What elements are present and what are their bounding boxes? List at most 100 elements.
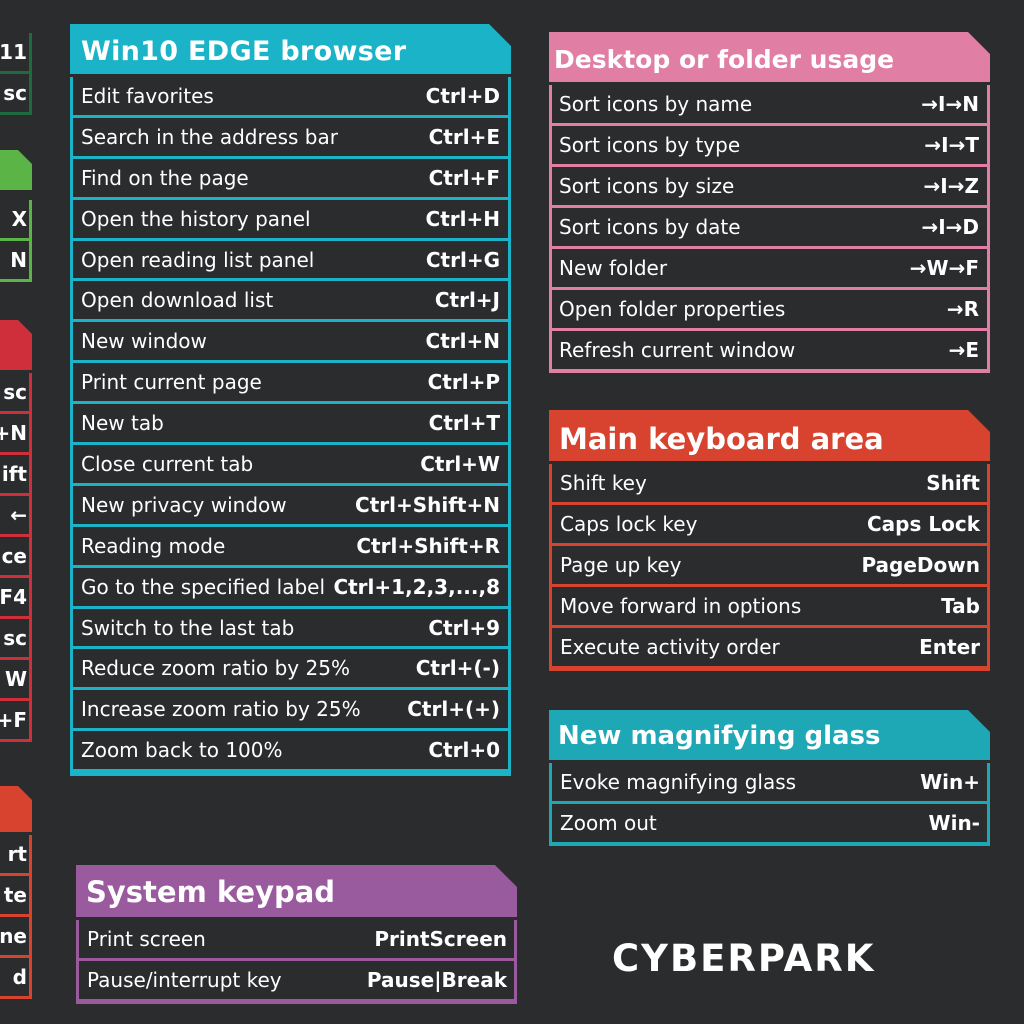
shortcut-row: Move forward in options Tab [552,587,987,625]
shortcut-description: Sort icons by size [559,174,735,198]
shortcut-description: Open the history panel [81,206,311,231]
shortcut-keys: →W→F [909,256,979,280]
shortcut-description: Open download list [81,288,274,313]
shortcut-description: Caps lock key [560,512,698,536]
shortcut-keys: →E [948,338,979,362]
shortcut-keys: Ctrl+T [428,411,500,436]
shortcut-keys: →I→N [921,92,979,116]
shortcut-description: Sort icons by name [559,92,753,116]
shortcut-row: Evoke magnifying glass Win+ [552,763,987,801]
desktop-shortcuts-panel: Desktop or folder usage Sort icons by na… [549,32,990,373]
shortcut-description: Pause/interrupt key [87,968,282,992]
shortcut-keys: Tab [941,594,980,618]
shortcut-row: Reduce zoom ratio by 25% Ctrl+(-) [73,649,508,688]
shortcut-keys: PrintScreen [374,927,507,951]
shortcut-row: Open download list Ctrl+J [73,281,508,320]
shortcut-row: New folder →W→F [552,249,987,287]
shortcut-keys: Ctrl+F [428,165,500,190]
cyberpark-logo: CYBERPARK [612,937,876,980]
left-panel-header [0,150,32,190]
left-panel-rows: 11 sc [0,33,32,115]
shortcut-keys: Ctrl+Shift+N [355,492,500,517]
shortcut-description: Sort icons by date [559,215,741,239]
left-fragment: ne [0,917,29,955]
left-fragment: sc [0,373,29,411]
shortcut-description: Refresh current window [559,338,796,362]
shortcut-keys: →R [946,297,979,321]
shortcut-description: New tab [81,411,164,436]
shortcut-keys: Ctrl+J [434,288,500,313]
desktop-shortcut-list: Sort icons by name →I→N Sort icons by type… [549,85,990,373]
shortcut-row: Open reading list panel Ctrl+G [73,240,508,279]
shortcut-description: Edit favorites [81,83,214,108]
shortcut-keys: Ctrl+(+) [407,697,500,722]
left-fragment: te [0,876,29,914]
shortcut-row: Open folder properties →R [552,290,987,328]
shortcut-keys: Ctrl+G [425,247,500,272]
shortcut-description: New folder [559,256,668,280]
edge-shortcut-list: Edit favorites Ctrl+D Search in the addres… [70,77,511,776]
system-keypad-shortcut-list: Print screen PrintScreen Pause/interrupt k… [76,920,517,1004]
shortcut-description: Close current tab [81,451,254,476]
shortcut-row: Page up key PageDown [552,546,987,584]
shortcut-description: Switch to the last tab [81,615,295,640]
shortcut-keys: Ctrl+Shift+R [356,533,500,558]
shortcut-row: Caps lock key Caps Lock [552,505,987,543]
shortcut-description: Evoke magnifying glass [560,770,797,794]
shortcut-description: Open folder properties [559,297,786,321]
left-fragment: sc [0,74,29,112]
shortcut-description: Sort icons by type [559,133,741,157]
shortcut-row: Open the history panel Ctrl+H [73,199,508,238]
shortcut-description: New privacy window [81,492,287,517]
left-panel-orange: rt te ne d [0,786,32,999]
shortcut-description: Print screen [87,927,206,951]
main-keyboard-panel: Main keyboard area Shift key Shift Caps lo… [549,410,990,671]
shortcut-row: Edit favorites Ctrl+D [73,77,508,115]
shortcut-keys: Pause|Break [366,968,507,992]
shortcut-row: Switch to the last tab Ctrl+9 [73,608,508,647]
shortcut-row: Sort icons by name →I→N [552,85,987,123]
shortcut-description: Go to the specified label [81,574,326,599]
shortcut-row: Sort icons by type →I→T [552,126,987,164]
main-keyboard-panel-title: Main keyboard area [549,410,990,461]
shortcut-keys: Ctrl+W [420,451,500,476]
shortcut-keys: Caps Lock [867,512,980,536]
shortcut-description: Page up key [560,553,682,577]
shortcut-keys: Ctrl+N [425,329,500,354]
shortcut-keys: →I→T [924,133,979,157]
left-fragment: ift [0,455,29,493]
left-panel-rows: X N [0,200,32,282]
left-panel-header [0,320,32,370]
shortcut-description: New window [81,329,207,354]
left-fragment: ce [0,537,29,575]
left-fragment: N [0,241,29,279]
shortcut-description: Reading mode [81,533,226,558]
shortcut-keys: Shift [926,471,980,495]
shortcut-row: Search in the address bar Ctrl+E [73,117,508,156]
shortcut-row: Shift key Shift [552,464,987,502]
shortcut-keys: Ctrl+(-) [415,656,500,681]
shortcut-row: Execute activity order Enter [552,628,987,666]
left-panel-rows: sc +N ift ← ce F4 sc W +F [0,373,32,742]
shortcut-description: Open reading list panel [81,247,315,272]
system-keypad-panel: System keypad Print screen PrintScreen Pau… [76,865,517,1004]
shortcut-row: Go to the specified label Ctrl+1,2,3,...,… [73,567,508,606]
shortcut-row: New tab Ctrl+T [73,404,508,443]
desktop-panel-title: Desktop or folder usage [549,32,990,82]
shortcut-description: Print current page [81,370,262,395]
shortcut-keys: Win- [928,811,980,835]
shortcut-row: Sort icons by size →I→Z [552,167,987,205]
shortcut-row: Reading mode Ctrl+Shift+R [73,526,508,565]
left-fragment: X [0,200,29,238]
left-panel-dark-green: 11 sc [0,0,32,115]
shortcut-keys: Win+ [920,770,980,794]
shortcut-row: Pause/interrupt key Pause|Break [79,961,514,999]
left-panel-red: sc +N ift ← ce F4 sc W +F [0,320,32,742]
shortcut-keys: Ctrl+1,2,3,...,8 [333,574,500,599]
left-panel-header [0,786,32,832]
left-fragment: rt [0,835,29,873]
shortcut-row: Increase zoom ratio by 25% Ctrl+(+) [73,690,508,729]
shortcut-description: Zoom back to 100% [81,738,283,763]
main-keyboard-shortcut-list: Shift key Shift Caps lock key Caps Lock Page… [549,464,990,671]
